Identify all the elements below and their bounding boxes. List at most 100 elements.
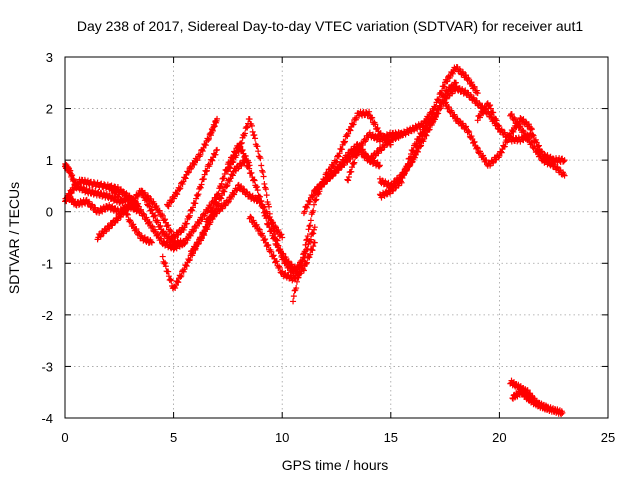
data-point <box>113 188 120 195</box>
data-point <box>498 149 505 156</box>
data-point <box>212 151 219 158</box>
data-point <box>148 223 155 230</box>
data-point <box>418 142 425 149</box>
data-point <box>341 139 348 146</box>
data-point <box>210 213 217 220</box>
series-arc-22 <box>507 111 568 179</box>
data-point <box>438 103 445 110</box>
data-point <box>351 159 358 166</box>
data-point <box>510 128 517 135</box>
data-point <box>143 196 150 203</box>
data-point <box>201 232 208 239</box>
data-point <box>487 105 494 112</box>
data-point <box>483 157 490 164</box>
data-point <box>223 183 230 190</box>
data-point <box>238 183 245 190</box>
data-point <box>304 259 311 266</box>
data-point <box>259 169 266 176</box>
data-point <box>165 268 172 275</box>
data-point <box>205 136 212 143</box>
data-point <box>471 83 478 90</box>
data-point <box>255 148 262 155</box>
data-point <box>199 148 206 155</box>
data-point <box>343 154 350 161</box>
data-point <box>539 155 546 162</box>
data-point <box>303 237 310 244</box>
data-point <box>168 277 175 284</box>
data-point <box>155 230 162 237</box>
data-point <box>235 148 242 155</box>
data-point <box>537 151 544 158</box>
data-point <box>366 108 373 115</box>
data-point <box>309 247 316 254</box>
data-point <box>97 233 104 240</box>
data-point <box>183 263 190 270</box>
data-point <box>307 217 314 224</box>
data-point <box>180 178 187 185</box>
data-point <box>468 133 475 140</box>
data-point <box>528 125 535 132</box>
data-point <box>508 111 515 118</box>
data-point <box>116 191 123 198</box>
data-point <box>511 114 518 121</box>
y-tick-label: -2 <box>41 308 53 323</box>
axes: 0 5 10 15 20 25 -4 -3 -2 -1 0 1 2 3 <box>41 50 615 445</box>
data-point <box>167 199 174 206</box>
data-point <box>138 206 145 213</box>
data-point <box>134 193 141 200</box>
data-point <box>345 173 352 180</box>
data-point <box>148 207 155 214</box>
data-point <box>189 207 196 214</box>
data-point <box>519 127 526 134</box>
data-point <box>300 267 307 274</box>
data-point <box>275 242 282 249</box>
data-point <box>309 193 316 200</box>
data-point <box>121 204 128 211</box>
data-point <box>82 197 89 204</box>
data-point <box>214 146 221 153</box>
data-point <box>182 175 189 182</box>
data-point <box>498 126 505 133</box>
data-point <box>227 165 234 172</box>
data-point <box>421 135 428 142</box>
data-point <box>283 258 290 265</box>
data-point <box>262 236 269 243</box>
data-point <box>207 161 214 168</box>
data-point <box>366 158 373 165</box>
data-point <box>383 191 390 198</box>
data-point <box>490 159 497 166</box>
data-point <box>554 163 561 170</box>
data-point <box>230 158 237 165</box>
data-point <box>234 147 241 154</box>
data-point <box>456 118 463 125</box>
data-point <box>155 219 162 226</box>
data-point <box>524 387 531 394</box>
data-point <box>195 240 202 247</box>
data-point <box>238 162 245 169</box>
data-point <box>172 285 179 292</box>
data-point <box>273 258 280 265</box>
data-point <box>459 68 466 75</box>
data-point <box>372 121 379 128</box>
data-point <box>233 187 240 194</box>
series-arc-11 <box>224 116 318 279</box>
data-points <box>62 63 568 418</box>
data-point <box>197 184 204 191</box>
data-point <box>298 261 305 268</box>
data-point <box>156 207 163 214</box>
data-point <box>118 196 125 203</box>
data-point <box>177 229 184 236</box>
data-point <box>162 263 169 270</box>
data-point <box>277 248 284 255</box>
data-point <box>249 128 256 135</box>
data-point <box>435 110 442 117</box>
data-point <box>305 226 312 233</box>
data-point <box>205 135 212 142</box>
data-point <box>296 271 303 278</box>
data-point <box>257 155 264 162</box>
data-point <box>159 212 166 219</box>
data-point <box>195 191 202 198</box>
data-point <box>231 191 238 198</box>
data-point <box>256 226 263 233</box>
data-point <box>145 192 152 199</box>
